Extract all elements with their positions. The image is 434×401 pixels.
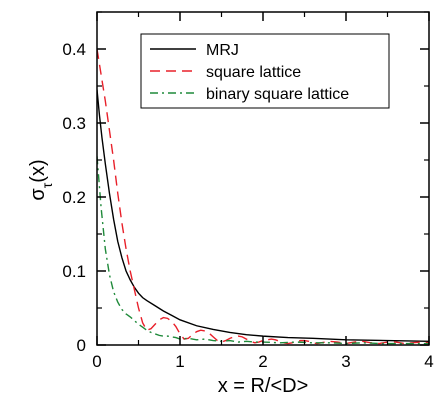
legend-label: square lattice [206, 64, 301, 81]
tick-labels-layer: 0 1 2 3 4 0 0.1 0.2 0.3 0.4 [62, 40, 433, 371]
x-tick-label: 1 [175, 352, 184, 371]
x-tick-label: 3 [341, 352, 350, 371]
y-axis-label-main: σ [27, 188, 49, 201]
series-line-mrj [97, 89, 429, 342]
y-axis-label-sub: τ [39, 182, 55, 188]
x-tick-label: 4 [424, 352, 433, 371]
x-axis-label: x = R/<D> [218, 375, 309, 397]
x-tick-label: 2 [258, 352, 267, 371]
y-tick-label: 0 [77, 336, 86, 355]
y-axis-label: στ(x) [27, 159, 55, 200]
legend-label: MRJ [206, 42, 239, 59]
y-tick-label: 0.1 [62, 262, 86, 281]
x-tick-label: 0 [92, 352, 101, 371]
y-tick-label: 0.3 [62, 114, 86, 133]
series-line-square-lattice [97, 48, 429, 345]
y-tick-label: 0.4 [62, 40, 86, 59]
y-tick-label: 0.2 [62, 188, 86, 207]
legend-label: binary square lattice [206, 86, 349, 103]
series-line-binary-square-lattice [97, 156, 429, 345]
legend: MRJ square lattice binary square lattice [140, 33, 390, 109]
y-axis-label-tail: (x) [27, 159, 49, 182]
ticks-layer [96, 11, 430, 346]
